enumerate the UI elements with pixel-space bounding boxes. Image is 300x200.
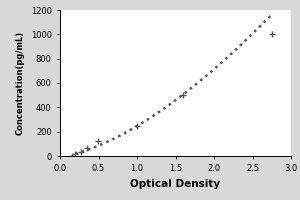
Y-axis label: Concentration(pg/mL): Concentration(pg/mL) xyxy=(16,31,25,135)
X-axis label: Optical Density: Optical Density xyxy=(130,179,220,189)
